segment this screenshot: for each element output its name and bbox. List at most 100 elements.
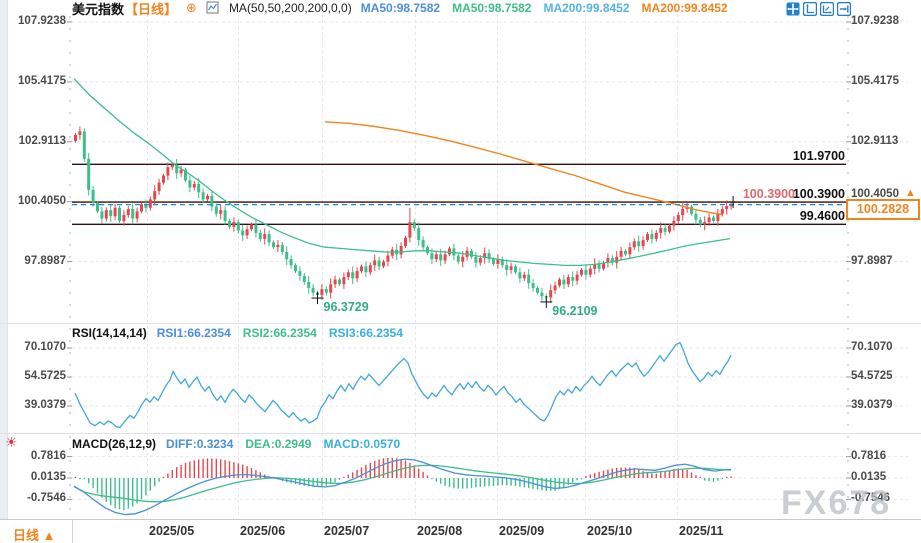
candle-body bbox=[566, 277, 570, 285]
candle-body bbox=[338, 279, 341, 285]
candle-body bbox=[434, 254, 438, 260]
candle-body bbox=[461, 256, 465, 262]
candle-body bbox=[131, 209, 135, 219]
y-axis-tick-100.4050: 100.4050 bbox=[851, 188, 899, 200]
candle-body bbox=[360, 266, 363, 272]
candle-body bbox=[676, 215, 680, 221]
candle-body bbox=[368, 265, 372, 273]
candle-body bbox=[294, 265, 297, 272]
y-axis-tick: 0.0135 bbox=[851, 471, 887, 483]
pan-crosshair-icon[interactable] bbox=[786, 2, 800, 16]
candle-body bbox=[518, 272, 522, 279]
macd-dea-line bbox=[73, 464, 732, 503]
candle-body bbox=[254, 224, 258, 233]
candle-body bbox=[298, 271, 302, 276]
candle-body bbox=[650, 234, 654, 239]
candle-body bbox=[311, 287, 315, 293]
rsi-title: RSI(14,14,14) bbox=[72, 326, 147, 340]
y-axis-tick: 54.5725 bbox=[24, 370, 66, 382]
auto-scale-x-icon[interactable] bbox=[820, 2, 834, 16]
rsi-header: RSI(14,14,14) RSI1:66.2354 RSI2:66.2354 RS… bbox=[72, 326, 403, 340]
scroll-to-price-arrow-icon[interactable]: ▲ bbox=[905, 187, 916, 199]
indicator-value: RSI2:66.2354 bbox=[242, 326, 317, 340]
candle-body bbox=[355, 271, 359, 279]
candle-body bbox=[113, 207, 117, 217]
macd-header: MACD(26,12,9) DIFF:0.3234 DEA:0.2949 MACD:… bbox=[72, 437, 400, 451]
candle-body bbox=[624, 250, 627, 255]
candle-body bbox=[104, 210, 108, 219]
period-selector-arrow-icon: ▲ bbox=[42, 528, 56, 543]
candle-body bbox=[267, 234, 271, 243]
indicator-chart-icon[interactable] bbox=[206, 1, 220, 15]
candle-body bbox=[144, 204, 148, 208]
candle-body bbox=[707, 217, 711, 223]
left-edge-strip bbox=[0, 0, 8, 519]
candle-body bbox=[720, 209, 724, 214]
candle-body bbox=[223, 210, 227, 221]
candle-body bbox=[153, 191, 157, 200]
candle-body bbox=[505, 265, 509, 270]
candle-body bbox=[192, 183, 196, 188]
candle-body bbox=[712, 217, 715, 221]
candle-body bbox=[430, 253, 434, 260]
y-axis-tick: 0.7816 bbox=[30, 449, 66, 462]
auto-scale-y-icon[interactable] bbox=[803, 2, 817, 16]
candle-body bbox=[514, 266, 517, 273]
macd-diff-line bbox=[73, 458, 732, 516]
candle-body bbox=[580, 269, 583, 275]
indicator-value: RSI1:66.2354 bbox=[156, 326, 231, 340]
candle-body bbox=[228, 220, 231, 227]
candle-body bbox=[575, 274, 579, 281]
level-label-99.46: 99.4600 bbox=[799, 209, 845, 224]
add-indicator-icon[interactable]: ⊕ bbox=[186, 0, 197, 15]
chart-toolbar bbox=[786, 2, 851, 16]
y-axis-minor-ticks-right bbox=[847, 16, 849, 516]
candle-body bbox=[320, 289, 324, 296]
y-axis-tick: 97.8987 bbox=[24, 254, 66, 267]
candle-body bbox=[492, 259, 495, 264]
candle-body bbox=[122, 215, 126, 221]
candle-body bbox=[668, 225, 671, 232]
y-axis-tick: -0.7546 bbox=[851, 492, 891, 505]
candle-body bbox=[716, 213, 720, 221]
x-axis-label: 2025/05 bbox=[149, 524, 195, 538]
candle-body bbox=[690, 206, 693, 214]
candle-body bbox=[166, 167, 170, 176]
candle-body bbox=[179, 169, 183, 174]
period-selector[interactable]: 日线 ▲ bbox=[13, 525, 56, 543]
goto-latest-icon[interactable] bbox=[837, 2, 851, 16]
candle-body bbox=[210, 195, 214, 207]
candle-body bbox=[250, 224, 253, 230]
candle-body bbox=[272, 242, 275, 248]
candle-body bbox=[452, 248, 456, 256]
candle-body bbox=[522, 274, 526, 279]
candle-body bbox=[329, 284, 333, 293]
chart-header: 美元指数 【日线】 ⊕ MA(50,50,200,200,0,0) MA50:9… bbox=[72, 0, 728, 17]
candle-body bbox=[628, 247, 632, 255]
candle-body bbox=[100, 211, 104, 219]
candle-body bbox=[351, 272, 355, 279]
candle-body bbox=[412, 222, 416, 229]
candle-body bbox=[324, 289, 328, 293]
sun-marker-icon[interactable]: ☀ bbox=[5, 434, 18, 450]
candle-body bbox=[474, 256, 478, 263]
x-axis-label: 2025/06 bbox=[240, 524, 286, 538]
candle-body bbox=[285, 252, 289, 260]
period-tag[interactable]: 【日线】 bbox=[125, 1, 178, 17]
period-selector-label: 日线 bbox=[13, 528, 40, 543]
ma-values: MA50:98.7582 MA50:98.7582 MA200:99.8452 MA2… bbox=[361, 1, 728, 15]
y-axis-tick: 54.5725 bbox=[851, 370, 893, 382]
y-axis-tick: 107.9238 bbox=[18, 15, 66, 27]
candle-body bbox=[443, 254, 447, 261]
candle-body bbox=[245, 229, 249, 236]
candle-body bbox=[184, 169, 187, 181]
y-axis-tick: 102.9113 bbox=[18, 134, 66, 147]
candle-body bbox=[82, 131, 86, 159]
candle-body bbox=[118, 207, 121, 221]
candle-body bbox=[276, 244, 280, 248]
candle-body bbox=[540, 292, 544, 297]
candle-body bbox=[148, 199, 152, 208]
ma-settings-label: MA(50,50,200,200,0,0) bbox=[228, 1, 352, 15]
